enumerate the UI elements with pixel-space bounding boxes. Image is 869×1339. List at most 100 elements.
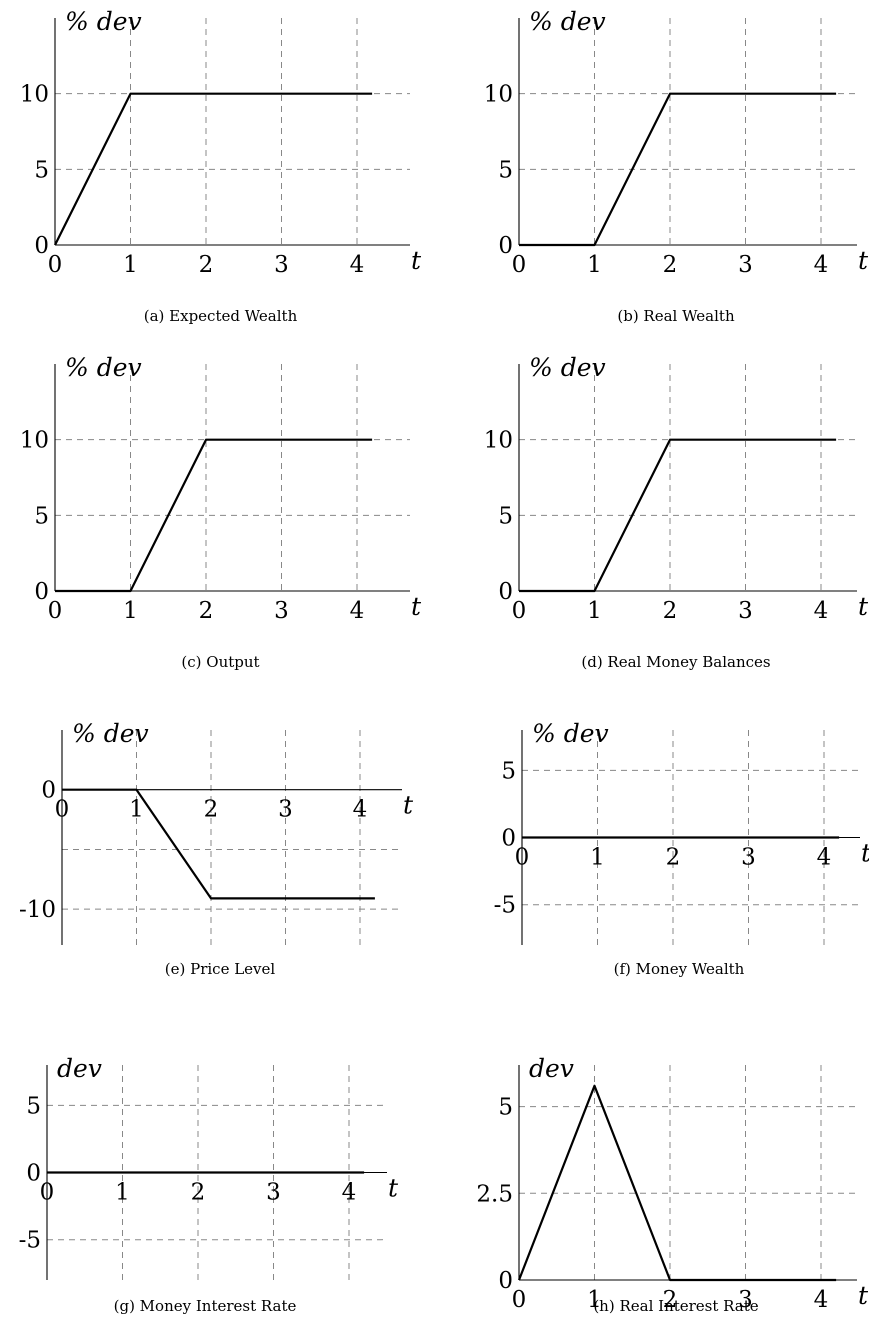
x-tick-label-c: 1	[123, 598, 138, 624]
panel-a: 0 1 2 3 4 0 5 10 % dev t (a) Expected Wealth	[20, 7, 422, 325]
y-axis-label-e: % dev	[72, 719, 149, 748]
series-line-e	[62, 788, 375, 900]
x-tick-label-g: 1	[115, 1180, 130, 1206]
y-tick-label-d: 5	[498, 503, 513, 529]
x-axis-label-d: t	[858, 592, 869, 621]
x-tick-label-f: 4	[817, 845, 832, 871]
x-tick-label-e: 1	[129, 797, 144, 823]
x-axis-label-e: t	[403, 791, 414, 820]
y-tick-label-h: 5	[498, 1095, 513, 1121]
y-tick-label-d: 0	[498, 579, 513, 605]
x-tick-label-d: 2	[663, 598, 678, 624]
y-tick-label-c: 10	[20, 428, 49, 454]
x-axis-label-b: t	[858, 246, 869, 275]
y-tick-label-c: 0	[34, 579, 49, 605]
x-tick-label-h: 2	[663, 1287, 678, 1313]
x-tick-label-e: 0	[55, 797, 70, 823]
series-line-b	[519, 92, 837, 247]
y-tick-label-a: 10	[20, 82, 49, 108]
x-tick-label-g: 0	[40, 1180, 55, 1206]
y-tick-label-c: 5	[34, 503, 49, 529]
x-tick-label-d: 4	[814, 598, 829, 624]
x-tick-label-a: 1	[123, 252, 138, 278]
y-tick-label-f: 0	[501, 826, 516, 852]
x-tick-label-h: 1	[587, 1287, 602, 1313]
x-tick-label-g: 3	[266, 1180, 281, 1206]
y-tick-label-g: 0	[26, 1161, 41, 1187]
y-tick-label-f: -5	[494, 893, 516, 919]
y-tick-label-g: 5	[26, 1093, 41, 1119]
series-line-a	[54, 92, 373, 246]
x-tick-label-g: 4	[342, 1180, 357, 1206]
caption-f: (f) Money Wealth	[614, 960, 745, 978]
x-axis-label-h: t	[858, 1281, 869, 1310]
x-tick-label-f: 3	[741, 845, 756, 871]
x-tick-label-f: 0	[515, 845, 530, 871]
caption-a: (a) Expected Wealth	[144, 307, 298, 325]
y-tick-label-a: 0	[34, 233, 49, 259]
y-tick-label-b: 0	[498, 233, 513, 259]
caption-d: (d) Real Money Balances	[581, 653, 770, 671]
y-tick-label-h: 2.5	[476, 1181, 513, 1207]
x-tick-label-e: 3	[278, 797, 293, 823]
x-tick-label-b: 2	[663, 252, 678, 278]
x-tick-label-e: 2	[204, 797, 219, 823]
y-tick-label-a: 5	[34, 157, 49, 183]
caption-e: (e) Price Level	[165, 960, 276, 978]
x-tick-label-a: 0	[48, 252, 63, 278]
series-line-d	[519, 438, 837, 593]
x-tick-label-d: 3	[738, 598, 753, 624]
x-tick-label-d: 1	[587, 598, 602, 624]
x-tick-label-d: 0	[512, 598, 527, 624]
x-tick-label-e: 4	[353, 797, 368, 823]
x-tick-label-a: 4	[350, 252, 365, 278]
x-tick-label-g: 2	[191, 1180, 206, 1206]
y-tick-label-g: -5	[19, 1228, 41, 1254]
y-axis-label-b: % dev	[529, 7, 606, 36]
y-axis-label-g: dev	[57, 1054, 102, 1083]
caption-g: (g) Money Interest Rate	[114, 1297, 297, 1315]
y-tick-label-b: 5	[498, 157, 513, 183]
panel-h: 0 1 2 3 4 0 2.5 5 dev t (h) Real Interest Rate	[476, 1054, 869, 1315]
y-axis-label-c: % dev	[65, 353, 142, 382]
x-tick-label-b: 0	[512, 252, 527, 278]
y-tick-label-h: 0	[498, 1268, 513, 1294]
series-line-c	[55, 438, 373, 593]
x-tick-label-a: 2	[199, 252, 214, 278]
x-axis-label-c: t	[411, 592, 422, 621]
x-tick-label-b: 1	[587, 252, 602, 278]
caption-c: (c) Output	[181, 653, 259, 671]
x-tick-label-c: 0	[48, 598, 63, 624]
y-axis-label-f: % dev	[532, 719, 609, 748]
panel-c: 0 1 2 3 4 0 5 10 % dev t (c) Output	[20, 353, 422, 671]
y-axis-label-a: % dev	[65, 7, 142, 36]
x-tick-label-c: 3	[274, 598, 289, 624]
y-tick-label-f: 5	[501, 758, 516, 784]
panel-d: 0 1 2 3 4 0 5 10 % dev t (d) Real Money Balances	[484, 353, 869, 671]
panel-g: 0 1 2 3 4 5 0 -5 dev t (g) Money Interest Rate	[19, 1054, 399, 1315]
x-axis-label-f: t	[861, 839, 869, 868]
x-tick-label-h: 0	[512, 1287, 527, 1313]
x-tick-label-b: 3	[738, 252, 753, 278]
y-tick-label-e: 0	[41, 778, 56, 804]
y-tick-label-e: -10	[19, 897, 56, 923]
panel-e: 0 1 2 3 4 0 -10 % dev t (e) Price Level	[19, 719, 414, 978]
caption-b: (b) Real Wealth	[617, 307, 735, 325]
x-tick-label-f: 1	[590, 845, 605, 871]
x-tick-label-h: 4	[814, 1287, 829, 1313]
y-axis-label-d: % dev	[529, 353, 606, 382]
x-axis-label-a: t	[411, 246, 422, 275]
x-tick-label-f: 2	[666, 845, 681, 871]
x-tick-label-h: 3	[738, 1287, 753, 1313]
y-axis-label-h: dev	[529, 1054, 574, 1083]
series-line-h	[517, 1084, 837, 1282]
x-tick-label-c: 2	[199, 598, 214, 624]
y-tick-label-b: 10	[484, 82, 513, 108]
x-tick-label-b: 4	[814, 252, 829, 278]
x-tick-label-a: 3	[274, 252, 289, 278]
panel-f: 0 1 2 3 4 5 0 -5 % dev t (f) Money Wealth	[494, 719, 869, 978]
x-tick-label-c: 4	[350, 598, 365, 624]
caption-h: (h) Real Interest Rate	[593, 1297, 758, 1315]
panel-b: 0 1 2 3 4 0 5 10 % dev t (b) Real Wealth	[484, 7, 869, 325]
